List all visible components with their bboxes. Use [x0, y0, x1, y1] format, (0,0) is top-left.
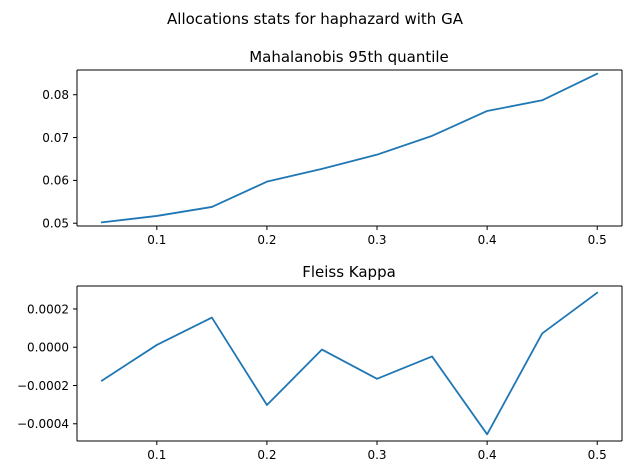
series-line: [100, 72, 599, 224]
x-tick-label: 0.2: [257, 448, 276, 462]
subplot-title-fleiss-kappa: Fleiss Kappa: [302, 263, 396, 281]
y-tick-label: 0.05: [42, 217, 69, 231]
subplot-fleiss-kappa: Fleiss Kappa 0.1 0.2 0.3 0.4 0.5 −0.0004 −0.00…: [17, 263, 623, 462]
figure-suptitle: Allocations stats for haphazard with GA: [167, 10, 464, 28]
x-tick-label: 0.4: [478, 448, 497, 462]
x-tick-label: 0.4: [478, 233, 497, 247]
x-tick-label: 0.1: [147, 448, 166, 462]
x-tick-label: 0.3: [367, 448, 386, 462]
y-tick-label: 0.0000: [27, 341, 69, 355]
subplot-title-mahalanobis: Mahalanobis 95th quantile: [249, 48, 449, 66]
x-tick-label: 0.5: [588, 233, 607, 247]
y-tick-label: 0.07: [42, 131, 69, 145]
x-tick-label: 0.5: [588, 448, 607, 462]
subplot-mahalanobis: Mahalanobis 95th quantile 0.1 0.2 0.3 0.4 0.…: [42, 48, 623, 247]
x-tick-label: 0.2: [257, 233, 276, 247]
y-tick-label: 0.08: [42, 88, 69, 102]
y-tick-label: −0.0002: [17, 379, 69, 393]
x-tick-label: 0.1: [147, 233, 166, 247]
y-tick-label: 0.06: [42, 174, 69, 188]
x-tick-label: 0.3: [367, 233, 386, 247]
y-tick-label: 0.0002: [27, 302, 69, 316]
y-tick-label: −0.0004: [17, 417, 69, 431]
series-line: [100, 291, 599, 436]
